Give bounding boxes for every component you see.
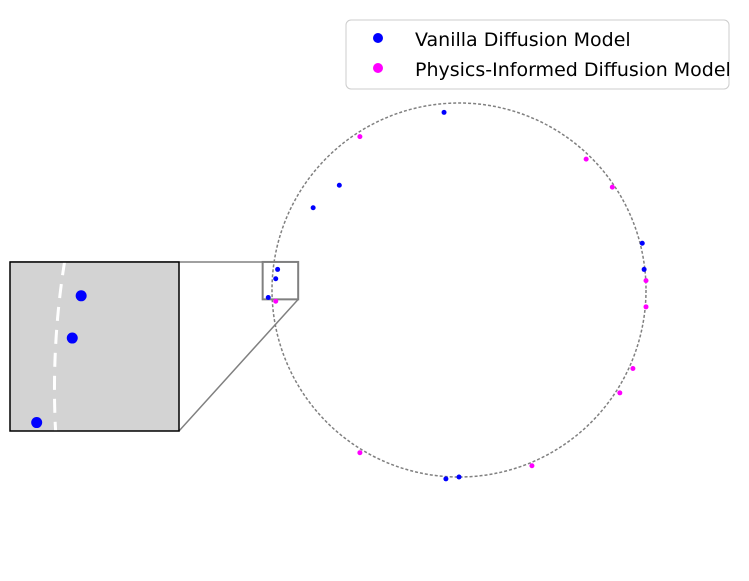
point-vanilla-1 <box>336 182 342 188</box>
point-physics-9 <box>529 463 535 469</box>
point-vanilla-5 <box>275 266 281 272</box>
inset-background <box>10 262 179 431</box>
zoom-indicator-box <box>261 260 300 301</box>
inset-point-vanilla-6 <box>66 332 78 344</box>
zoom-inset <box>9 261 299 432</box>
connector-line-bottom <box>178 298 299 432</box>
inset-point-vanilla-7 <box>31 417 43 429</box>
point-vanilla-9 <box>443 476 449 482</box>
point-vanilla-3 <box>639 240 645 246</box>
legend-box <box>345 19 730 90</box>
point-vanilla-4 <box>641 266 647 272</box>
legend-label-physics: Physics-Informed Diffusion Model <box>415 59 731 81</box>
main-plot-area <box>261 102 649 482</box>
inset-reference-arc <box>52 262 67 431</box>
point-physics-1 <box>583 156 589 162</box>
point-physics-8 <box>357 450 363 456</box>
inset-border <box>9 261 180 432</box>
point-physics-7 <box>617 390 623 396</box>
point-vanilla-2 <box>310 205 316 211</box>
legend-label-vanilla: Vanilla Diffusion Model <box>415 29 631 51</box>
point-vanilla-7 <box>265 294 271 300</box>
legend-marker-physics <box>373 63 383 73</box>
point-physics-5 <box>273 298 279 304</box>
point-physics-2 <box>609 184 615 190</box>
point-physics-6 <box>630 366 636 372</box>
legend-marker-vanilla <box>373 33 383 43</box>
legend: Vanilla Diffusion Model Physics-Informed… <box>345 19 731 90</box>
point-physics-4 <box>643 304 649 310</box>
reference-circle <box>271 102 647 478</box>
inset-point-vanilla-5 <box>75 290 87 302</box>
inset-content <box>31 262 87 431</box>
point-vanilla-8 <box>456 474 462 480</box>
point-vanilla-0 <box>441 109 447 115</box>
point-vanilla-6 <box>273 276 279 282</box>
point-physics-3 <box>643 278 649 284</box>
point-physics-0 <box>357 134 363 140</box>
